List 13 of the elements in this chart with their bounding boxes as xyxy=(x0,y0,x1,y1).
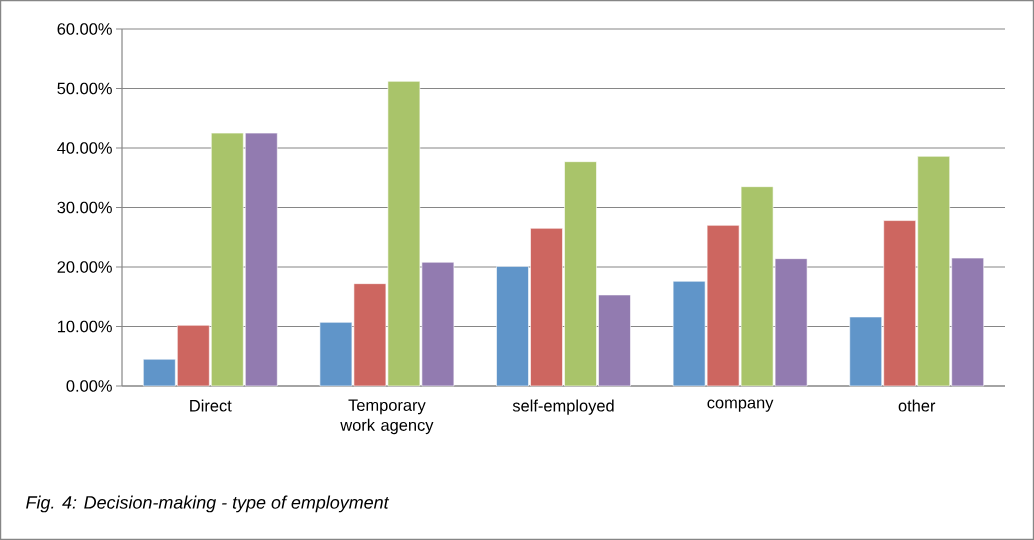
x-tick-label: self-employed xyxy=(512,399,614,415)
caption: Fig. 4: Decision-making - type of employment xyxy=(26,495,390,513)
y-tick-label: 40.00% xyxy=(57,142,112,154)
y-tick-label: 10.00% xyxy=(57,320,112,333)
y-tick-label: 0.00% xyxy=(66,380,112,392)
y-tick-label: 30.00% xyxy=(57,201,112,214)
x-tick-label: Temporary work agency xyxy=(340,399,434,435)
y-tick-label: 50.00% xyxy=(57,82,112,95)
y-tick-label: 20.00% xyxy=(57,261,112,273)
x-tick-label: company xyxy=(707,399,774,412)
y-tick-label: 60.00% xyxy=(57,23,112,35)
x-tick-label: other xyxy=(898,399,936,412)
x-tick-label: Direct xyxy=(190,399,232,412)
